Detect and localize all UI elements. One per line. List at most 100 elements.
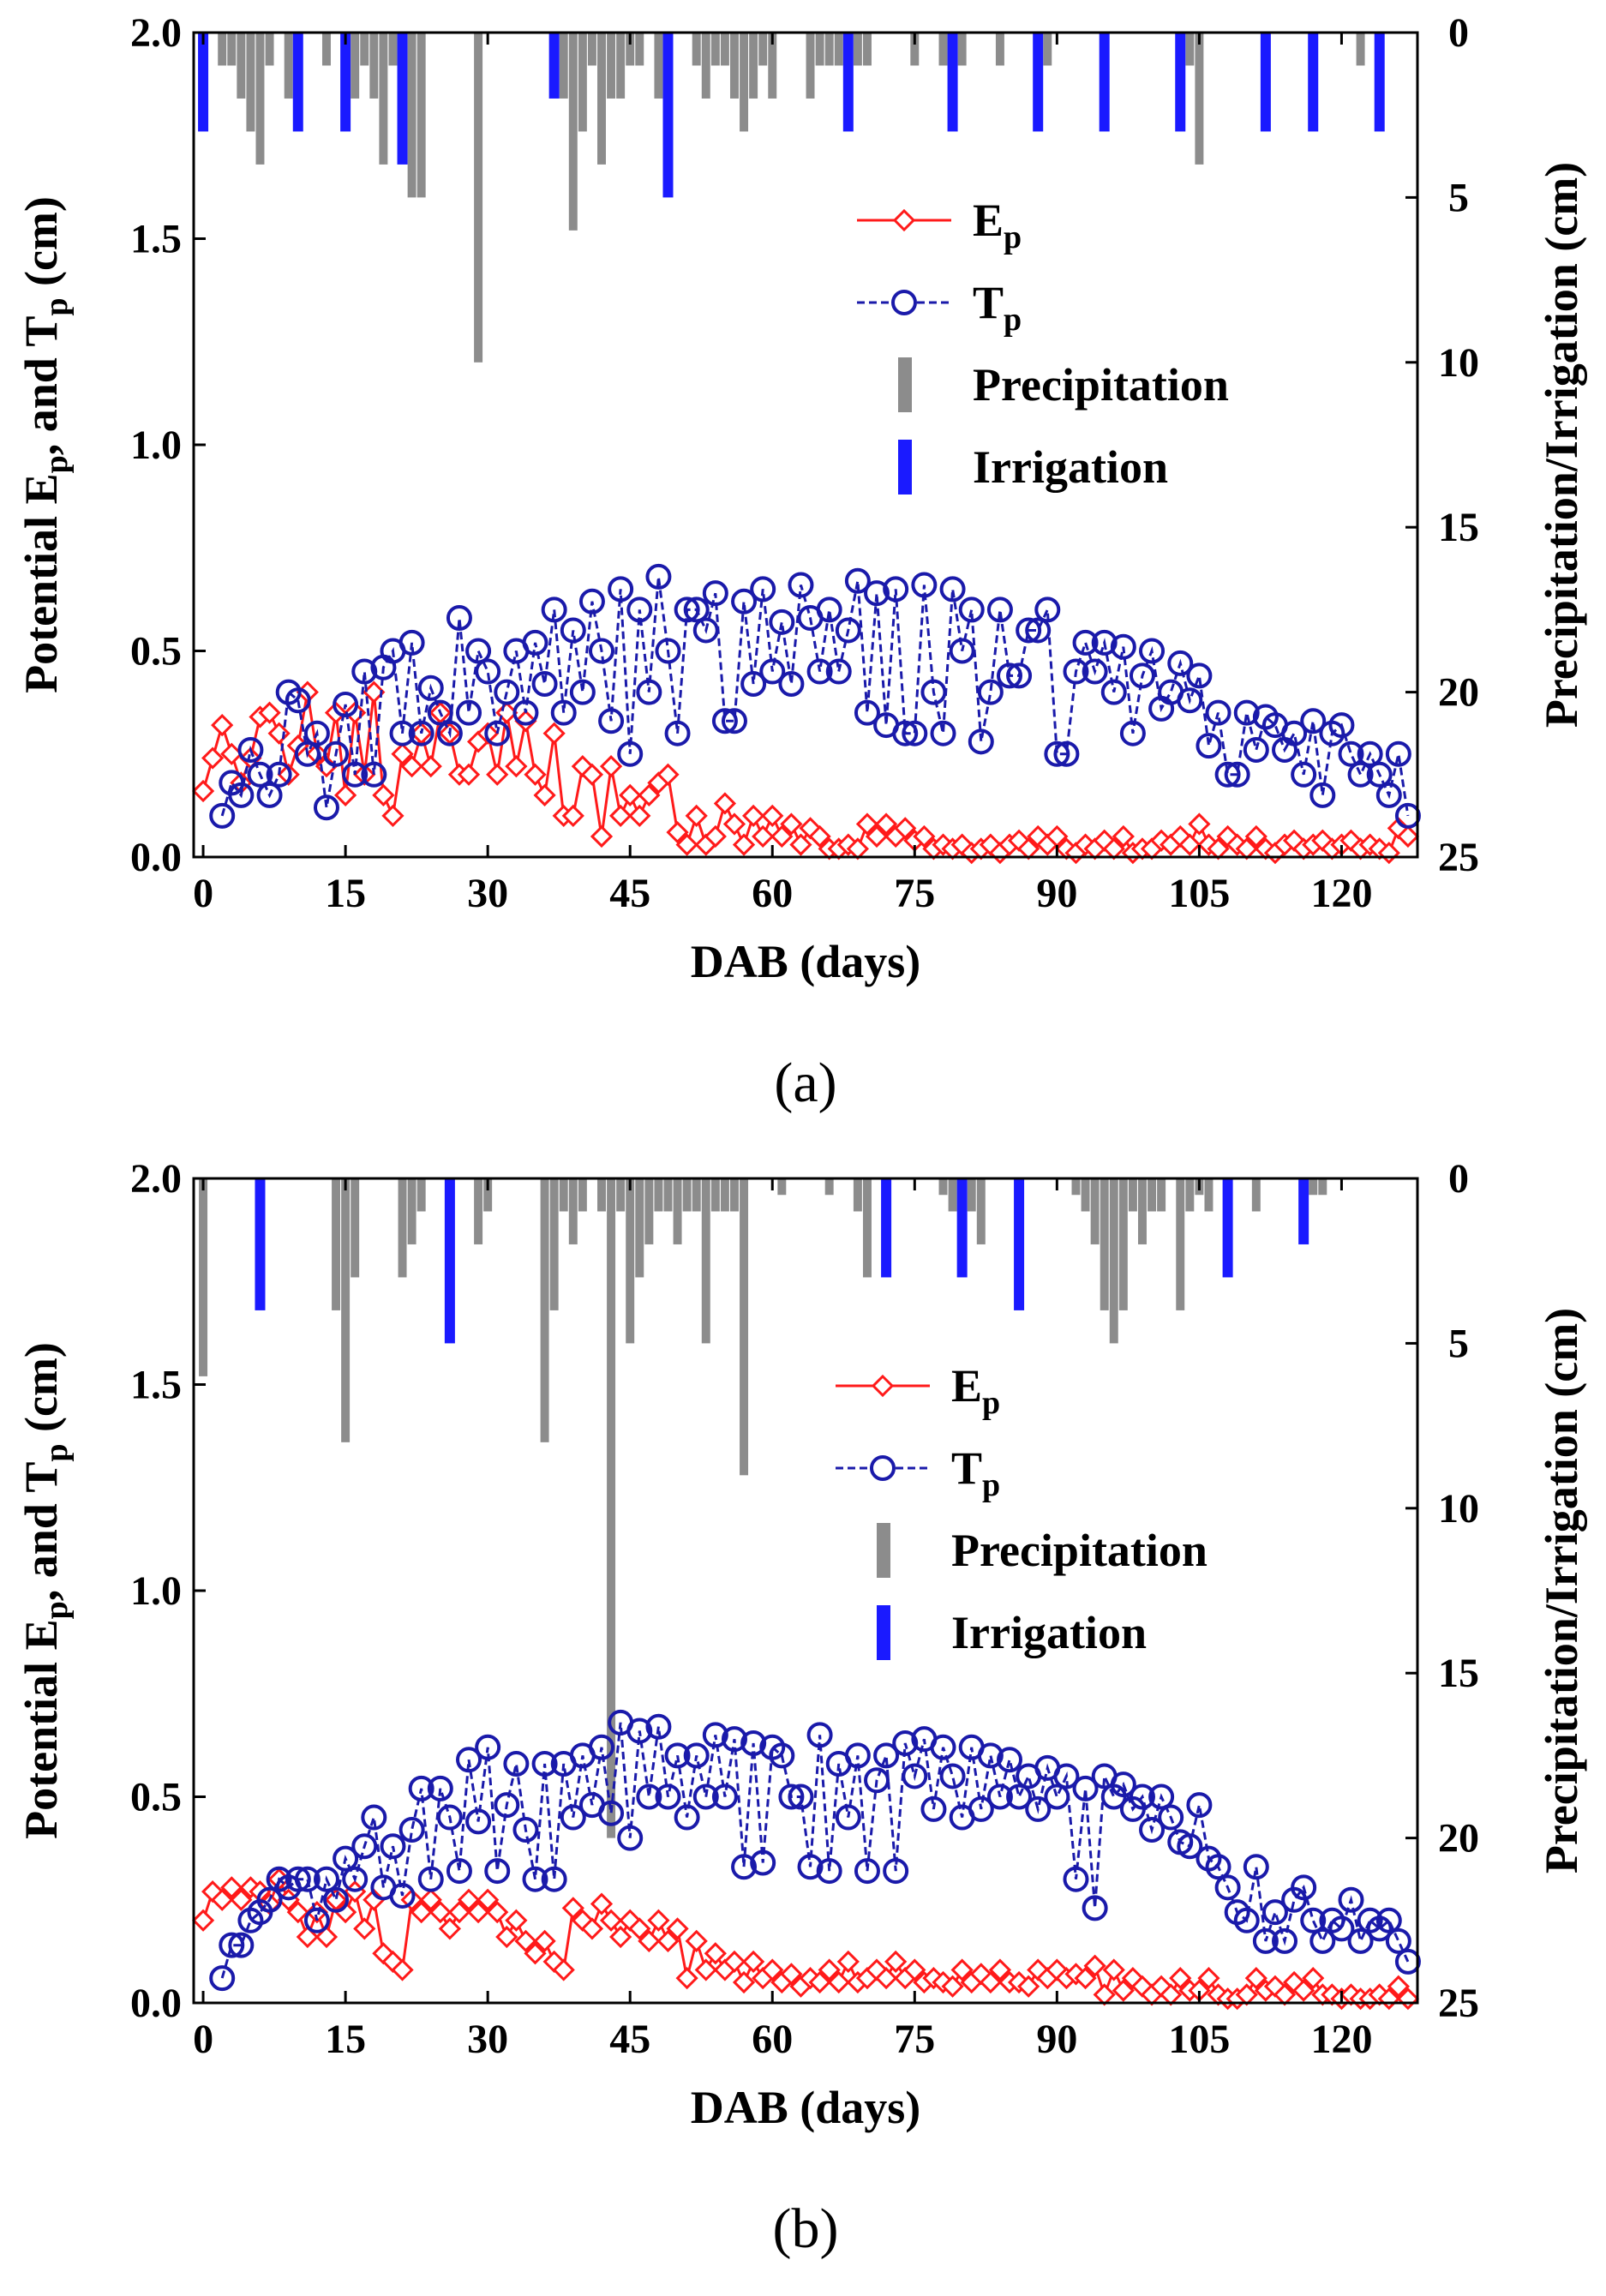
- y-tick-label: 1.0: [130, 423, 182, 468]
- y2-tick-label: 0: [1448, 1156, 1469, 1202]
- ep-point: [704, 1942, 727, 1965]
- ep-point: [191, 779, 215, 803]
- ep-point: [353, 1917, 376, 1940]
- tp-point: [1214, 1874, 1241, 1901]
- tp-point: [294, 1866, 321, 1892]
- ep-point: [524, 1942, 547, 1965]
- ep-point: [1083, 1954, 1106, 1977]
- tp-point: [313, 1866, 339, 1892]
- x-tick-label: 45: [609, 2017, 650, 2062]
- tp-point: [968, 1795, 994, 1822]
- tp-point: [436, 1804, 463, 1831]
- tp-point: [1148, 1783, 1175, 1810]
- precipitation-bar: [549, 1178, 559, 1310]
- ep-point: [486, 1901, 509, 1924]
- ep-point: [457, 763, 481, 786]
- ep-point: [770, 824, 794, 848]
- ep-point: [609, 804, 632, 828]
- tp-point: [702, 1722, 728, 1748]
- tp-point: [977, 1742, 1004, 1769]
- tp-series-line: [220, 576, 1410, 817]
- tp-point: [219, 1932, 245, 1958]
- precipitation-bar: [416, 33, 426, 198]
- precipitation-bar: [559, 33, 568, 99]
- precipitation-bar: [938, 33, 948, 66]
- precipitation-bar: [957, 33, 967, 66]
- tp-point: [342, 1866, 369, 1892]
- x-tick-label: 30: [467, 2017, 508, 2062]
- ep-point: [818, 1958, 841, 1981]
- tp-point: [512, 1816, 539, 1843]
- x-tick-label: 105: [1168, 2017, 1230, 2062]
- tp-point: [750, 1849, 776, 1876]
- tp-point: [825, 658, 852, 685]
- tp-point: [1375, 782, 1402, 808]
- ep-point: [438, 1917, 462, 1940]
- ep-point: [988, 1958, 1012, 1981]
- ep-point: [447, 1901, 471, 1924]
- y2-tick-label: 25: [1438, 835, 1479, 880]
- precipitation-bar: [834, 33, 843, 66]
- tp-point: [1025, 617, 1052, 644]
- tp-point: [1233, 699, 1260, 726]
- tp-point: [1053, 1763, 1080, 1789]
- precipitation-bar: [1137, 1178, 1147, 1244]
- legend-irrigation-swatch: [877, 1605, 890, 1660]
- x-tick-label: 120: [1310, 2017, 1372, 2062]
- tp-point: [503, 1751, 530, 1777]
- ep-point: [780, 812, 803, 836]
- precipitation-bar: [199, 1178, 208, 1376]
- tp-point: [494, 1792, 520, 1819]
- precipitation-bar: [388, 33, 398, 66]
- precipitation-bar: [284, 33, 293, 99]
- tp-point: [806, 1722, 833, 1748]
- ep-point: [713, 792, 737, 815]
- tp-point: [484, 1858, 511, 1885]
- irrigation-bar: [1260, 33, 1271, 132]
- precipitation-bar: [644, 1178, 654, 1244]
- tp-point: [475, 1734, 501, 1760]
- tp-point: [674, 1804, 700, 1831]
- ep-point: [505, 1909, 528, 1932]
- tp-point: [617, 740, 644, 767]
- legend-label: Tp: [973, 277, 1022, 338]
- x-tick-label: 90: [1036, 871, 1077, 916]
- tp-point: [446, 1858, 472, 1885]
- tp-point: [550, 699, 577, 726]
- tp-point: [902, 1763, 928, 1789]
- y2-tick-label: 15: [1438, 1651, 1479, 1696]
- tp-point: [1338, 1886, 1364, 1913]
- precipitation-bar: [635, 1178, 644, 1278]
- y2-tick-label: 5: [1448, 175, 1469, 220]
- precipitation-bar: [710, 1178, 720, 1212]
- precipitation-bar: [806, 33, 815, 99]
- precipitation-bar: [692, 33, 701, 66]
- tp-point: [560, 617, 586, 644]
- legend-label-base: Precipitation: [973, 359, 1229, 411]
- tp-point: [1309, 782, 1336, 808]
- precipitation-bar: [635, 33, 644, 66]
- precipitation-bar: [607, 1178, 616, 1838]
- tp-point: [731, 588, 758, 614]
- tp-point: [911, 572, 938, 598]
- ep-point: [656, 763, 680, 786]
- ep-point: [1302, 1967, 1325, 1990]
- panel-label: (a): [774, 1052, 836, 1114]
- ep-point: [542, 722, 566, 745]
- tp-point: [237, 736, 264, 763]
- chart-a-svg: 0 15 30 45 60 75 90 105 120 0.0 0.5 1.0 1.5 2.0 0 5 10 15…: [15, 10, 1587, 1114]
- tp-point: [589, 638, 614, 664]
- y-label-part: Potential E: [15, 473, 67, 692]
- y-tick-label: 1.5: [130, 1363, 182, 1408]
- precipitation-bar: [379, 33, 388, 165]
- x-tick-label: 0: [193, 2017, 213, 2062]
- tp-point: [333, 692, 359, 718]
- tp-point: [750, 576, 776, 602]
- precipitation-bar: [255, 33, 265, 165]
- tp-point: [788, 1783, 814, 1810]
- tp-point: [1347, 1927, 1374, 1954]
- ep-point: [979, 1970, 1002, 1994]
- ep-point: [191, 1909, 215, 1932]
- precipitation-bar: [407, 1178, 416, 1244]
- tp-point: [806, 658, 833, 685]
